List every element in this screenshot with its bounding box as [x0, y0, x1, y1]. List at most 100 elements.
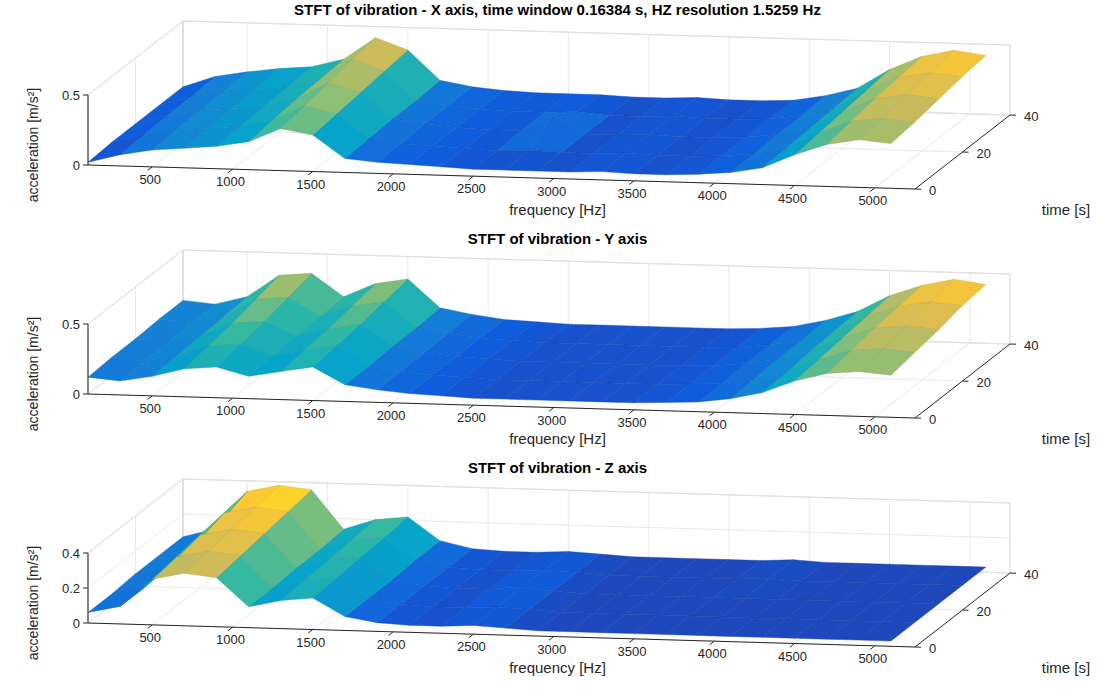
x-tick-label: 4500 [778, 420, 807, 435]
surface-cell [795, 122, 851, 155]
x-tick [870, 646, 875, 650]
grid-line [88, 250, 1010, 324]
surface [88, 38, 986, 175]
x-tick [790, 415, 795, 419]
x-tick [790, 644, 795, 648]
axes: 500100015002000250030003500400045005000f… [25, 546, 1090, 677]
box [88, 21, 1010, 189]
x-tick-label: 2000 [377, 637, 406, 652]
x-tick [549, 408, 554, 412]
x-tick [228, 169, 233, 173]
x-tick-label: 4000 [698, 646, 727, 661]
y-tick [915, 647, 921, 648]
z-tick [83, 324, 88, 325]
x-tick-label: 1500 [296, 406, 325, 421]
x-tick [790, 186, 795, 190]
x-tick [308, 630, 313, 634]
surface-cell [88, 135, 144, 162]
x-tick-label: 2000 [377, 408, 406, 423]
x-tick-label: 3500 [618, 415, 647, 430]
y-tick-label: 20 [977, 604, 991, 619]
x-tick-label: 3500 [618, 186, 647, 201]
x-tick [549, 637, 554, 641]
z-tick-label: 0 [73, 616, 80, 631]
z-tick-label: 0 [73, 158, 80, 173]
x-tick [389, 632, 394, 636]
y-axis: 02040time [s] [915, 109, 1090, 218]
surface-cell [112, 339, 168, 361]
y-axis-title: time [s] [1042, 430, 1090, 447]
z-tick-label: 0.5 [62, 88, 80, 103]
surface [88, 273, 986, 403]
z-tick [83, 394, 88, 395]
z-tick [83, 553, 88, 554]
x-tick-label: 500 [139, 401, 161, 416]
z-tick-label: 0.5 [62, 317, 80, 332]
z-axis: 00.20.4acceleration [m/s²] [25, 546, 88, 661]
y-tick [1010, 573, 1016, 574]
x-tick [148, 167, 153, 171]
x-tick [469, 176, 474, 180]
y-tick [963, 381, 969, 382]
y-tick-label: 0 [929, 412, 936, 427]
x-tick [549, 179, 554, 183]
axes: 500100015002000250030003500400045005000f… [25, 88, 1090, 219]
x-tick [228, 627, 233, 631]
grid [88, 250, 1010, 418]
x-tick [148, 625, 153, 629]
x-axis: 500 1000 1500 2000 2500 3000 3500 4000 4500 5000 f… [88, 394, 915, 447]
y-tick [963, 610, 969, 611]
x-tick [308, 401, 313, 405]
x-tick [870, 188, 875, 192]
surface-cell [88, 357, 144, 381]
z-tick-label: 0.2 [62, 581, 80, 596]
y-tick-label: 20 [977, 146, 991, 161]
x-tick [629, 639, 634, 643]
x-tick-label: 3000 [537, 642, 566, 657]
x-tick-label: 5000 [858, 422, 887, 437]
surface-cell [159, 300, 215, 322]
x-tick-label: 2500 [457, 410, 486, 425]
z-tick-label: 0 [73, 387, 80, 402]
x-tick [629, 410, 634, 414]
x-tick-label: 2500 [457, 181, 486, 196]
x-tick-label: 1000 [216, 632, 245, 647]
x-axis-title: frequency [Hz] [509, 430, 606, 447]
surface [88, 485, 986, 641]
x-tick-label: 1500 [296, 177, 325, 192]
z-tick [83, 588, 88, 589]
x-tick [469, 405, 474, 409]
x-axis-title: frequency [Hz] [509, 201, 606, 218]
x-tick-label: 4000 [698, 417, 727, 432]
y-tick-label: 20 [977, 375, 991, 390]
y-axis-title: time [s] [1042, 659, 1090, 676]
y-axis-line [915, 344, 1010, 418]
panel: STFT of vibration - Y axis50010001500200… [25, 230, 1090, 447]
grid [88, 21, 1010, 189]
surface-cell [152, 551, 208, 579]
panel: STFT of vibration - X axis, time window … [25, 1, 1090, 218]
z-tick-label: 0.4 [62, 546, 80, 561]
x-tick [148, 396, 153, 400]
y-axis: 02040time [s] [915, 338, 1090, 447]
surface-cell [136, 319, 192, 343]
x-axis: 500100015002000250030003500400045005000f… [88, 623, 915, 676]
x-tick-label: 5000 [858, 193, 887, 208]
x-tick-label: 2500 [457, 639, 486, 654]
y-tick-label: 0 [929, 641, 936, 656]
x-tick-label: 1000 [216, 403, 245, 418]
x-tick-label: 500 [139, 630, 161, 645]
x-tick [870, 417, 875, 421]
x-tick-label: 5000 [858, 651, 887, 666]
x-tick-label: 4500 [778, 191, 807, 206]
z-axis: 00.5acceleration [m/s²] [25, 317, 88, 432]
x-tick [389, 403, 394, 407]
x-axis-line [88, 394, 915, 418]
grid-line [233, 25, 328, 169]
x-axis-line [88, 165, 915, 189]
x-axis-title: frequency [Hz] [509, 659, 606, 676]
x-tick-label: 3000 [537, 413, 566, 428]
x-tick [389, 174, 394, 178]
x-tick-label: 3000 [537, 184, 566, 199]
y-tick-label: 0 [929, 183, 936, 198]
